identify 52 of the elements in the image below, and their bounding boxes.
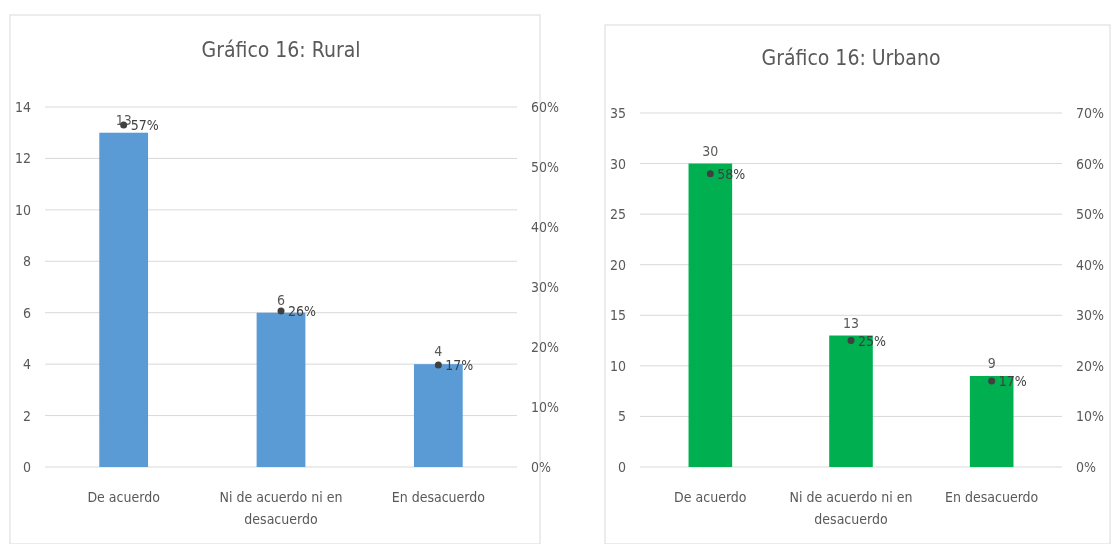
- data-label: 9: [987, 354, 996, 371]
- data-label: 30: [702, 142, 719, 159]
- point: [988, 377, 996, 385]
- chart-title: Gráfico 16: Urbano: [761, 46, 941, 70]
- y-tick-label: 14: [14, 99, 31, 115]
- y-tick-label: 10: [609, 357, 626, 374]
- y-tick-label: 35: [609, 105, 626, 121]
- y-tick-label: 12: [14, 150, 31, 167]
- y2-tick-label: 50%: [531, 159, 560, 175]
- point: [434, 361, 442, 369]
- y-tick-label: 30: [609, 155, 626, 172]
- chart-title: Gráfico 16: Rural: [201, 38, 361, 62]
- y-tick-label: 0: [22, 459, 31, 475]
- x-tick-label: En desacuerdo: [945, 489, 1039, 505]
- bar: [99, 132, 149, 467]
- y2-tick-label: 10%: [531, 399, 560, 415]
- y2-tick-label: 30%: [1076, 307, 1105, 324]
- y2-tick-label: 70%: [1076, 105, 1105, 121]
- x-tick-label: Ni de acuerdo ni en desacuerdo: [219, 489, 343, 527]
- point: [706, 170, 714, 178]
- y-tick-label: 6: [22, 304, 31, 321]
- y2-tick-label: 40%: [1076, 256, 1105, 273]
- y2-tick-label: 60%: [1076, 155, 1105, 172]
- y-tick-label: 0: [617, 459, 626, 475]
- data-label: 26%: [288, 303, 317, 319]
- y2-tick-label: 0%: [531, 459, 552, 475]
- y-tick-label: 5: [617, 408, 626, 425]
- y-tick-label: 8: [22, 253, 31, 270]
- y-tick-label: 2: [22, 407, 31, 424]
- data-label: 6: [276, 291, 286, 308]
- x-tick-label: En desacuerdo: [391, 489, 486, 505]
- x-tick-label: De acuerdo: [87, 489, 161, 505]
- y2-tick-label: 10%: [1076, 408, 1105, 425]
- y2-tick-label: 40%: [531, 219, 560, 235]
- y2-tick-label: 20%: [531, 339, 560, 355]
- point: [277, 307, 285, 315]
- y2-tick-label: 60%: [531, 99, 560, 115]
- y2-tick-label: 50%: [1076, 206, 1105, 223]
- point: [847, 337, 855, 345]
- y-tick-label: 25: [609, 206, 626, 223]
- y2-tick-label: 30%: [531, 279, 560, 295]
- x-tick-label: De acuerdo: [674, 489, 747, 505]
- y-tick-label: 10: [14, 201, 31, 218]
- x-tick-label: Ni de acuerdo ni en desacuerdo: [789, 489, 913, 527]
- data-label: 4: [434, 343, 443, 360]
- y2-tick-label: 20%: [1076, 357, 1105, 374]
- data-label: 57%: [130, 117, 159, 133]
- y-tick-label: 4: [22, 356, 31, 373]
- y-tick-label: 20: [609, 256, 626, 273]
- y-tick-label: 15: [609, 307, 626, 324]
- y2-tick-label: 0%: [1076, 459, 1097, 475]
- data-label: 13: [842, 314, 860, 331]
